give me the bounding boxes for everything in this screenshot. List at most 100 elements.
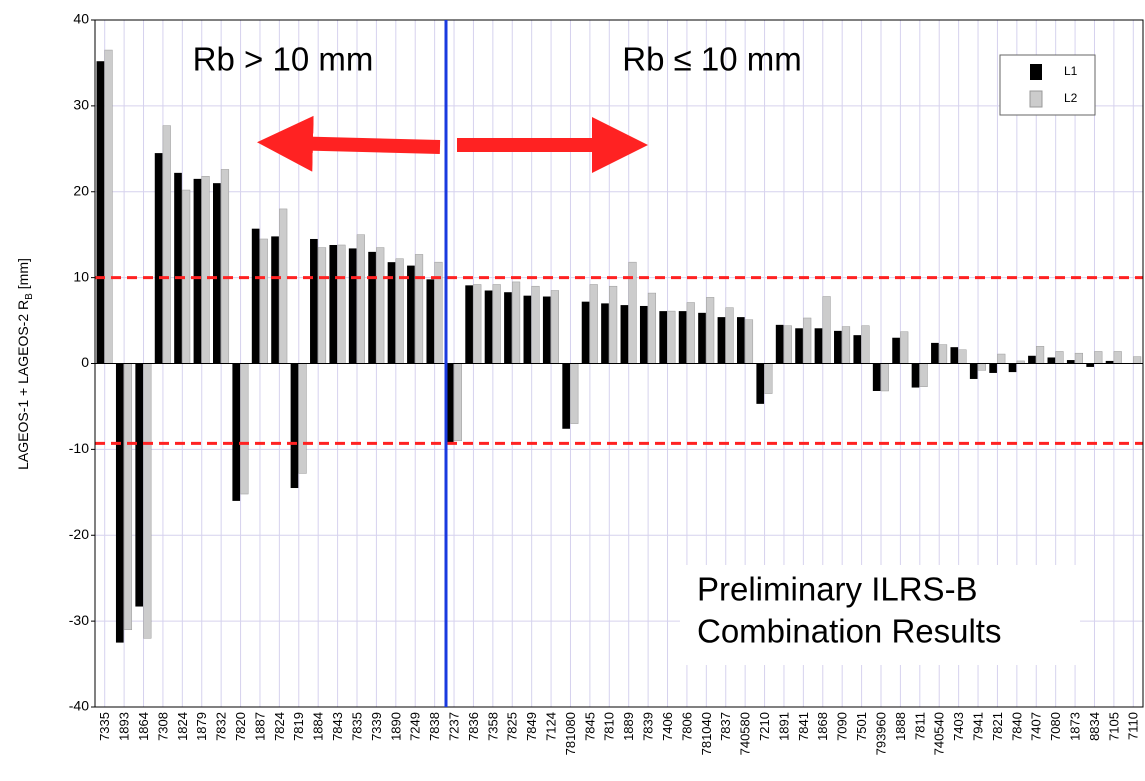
- bar: [725, 307, 734, 364]
- bar: [977, 363, 986, 371]
- bar: [919, 363, 928, 387]
- x-tick-label: 1824: [175, 712, 190, 741]
- y-tick-label: -10: [69, 440, 89, 456]
- legend-label: L2: [1064, 91, 1078, 105]
- x-tick-label: 7845: [582, 712, 597, 741]
- bar: [834, 330, 842, 364]
- y-tick-label: -40: [69, 698, 89, 714]
- x-tick-label: 7840: [1009, 712, 1024, 741]
- bar: [1047, 357, 1056, 364]
- bar: [1008, 363, 1017, 373]
- bar: [1074, 352, 1083, 364]
- bar: [201, 176, 210, 364]
- x-tick-label: 7124: [544, 712, 559, 741]
- bar: [958, 349, 967, 364]
- bar: [647, 292, 657, 364]
- bar: [620, 305, 629, 364]
- bar: [329, 244, 338, 364]
- x-tick-label: 7824: [272, 712, 287, 741]
- note-bg: [680, 565, 1080, 665]
- y-tick-label: 10: [73, 268, 89, 284]
- x-tick-label: 7339: [369, 712, 384, 741]
- bar: [589, 284, 598, 364]
- legend-label: L1: [1064, 64, 1078, 78]
- bar: [232, 363, 241, 501]
- bar: [356, 234, 365, 364]
- bar: [162, 125, 171, 364]
- bar: [795, 328, 803, 364]
- x-tick-label: 781040: [699, 712, 714, 755]
- bar: [581, 301, 590, 364]
- x-tick-label: 7810: [602, 712, 617, 741]
- bar: [892, 337, 900, 364]
- x-tick-label: 1890: [388, 712, 403, 741]
- legend-swatch: [1029, 90, 1043, 108]
- y-tick-label: 30: [73, 97, 89, 113]
- bar: [317, 247, 327, 364]
- x-tick-label: 7843: [330, 712, 345, 741]
- x-tick-label: 781080: [563, 712, 578, 755]
- bar: [841, 326, 851, 364]
- bar: [290, 363, 299, 489]
- bar: [744, 319, 754, 364]
- bar: [872, 363, 881, 391]
- annotation: Preliminary ILRS-B: [697, 571, 978, 608]
- x-tick-label: 7308: [155, 712, 170, 741]
- bar: [531, 285, 540, 364]
- bar: [1094, 351, 1103, 364]
- x-tick-label: 7403: [951, 712, 966, 741]
- x-tick-label: 7237: [446, 712, 461, 741]
- x-tick-label: 7406: [660, 712, 675, 741]
- bar: [337, 244, 346, 364]
- bar: [174, 172, 182, 364]
- annotation: Combination Results: [697, 613, 1001, 650]
- x-tick-label: 1873: [1068, 712, 1083, 741]
- bar: [911, 363, 920, 388]
- bar: [717, 317, 726, 364]
- y-axis-label: LAGEOS-1 + LAGEOS-2 RB [mm]: [15, 258, 35, 470]
- bar: [1133, 356, 1142, 364]
- bar: [492, 284, 501, 364]
- bar: [484, 290, 493, 364]
- x-tick-label: 7249: [408, 712, 423, 741]
- bar: [609, 285, 618, 364]
- bar: [756, 363, 765, 404]
- bar: [523, 295, 532, 364]
- y-tick-label: 20: [73, 182, 89, 198]
- x-tick-label: 1864: [136, 712, 151, 741]
- x-tick-label: 7501: [854, 712, 869, 741]
- x-tick-label: 7090: [835, 712, 850, 741]
- bar: [736, 317, 745, 364]
- legend: L1 L2: [999, 54, 1096, 116]
- bar: [298, 363, 307, 474]
- bar: [1113, 351, 1122, 364]
- y-tick-label: 40: [73, 11, 89, 27]
- x-tick-label: 7080: [1048, 712, 1063, 741]
- bar: [1066, 360, 1075, 364]
- x-tick-label: 7358: [485, 712, 500, 741]
- x-tick-label: 7821: [990, 712, 1005, 741]
- bar: [1036, 346, 1045, 364]
- x-tick-label: 7841: [796, 712, 811, 741]
- x-tick-label: 1887: [252, 712, 267, 741]
- x-tick-label: 1868: [815, 712, 830, 741]
- bar: [570, 363, 579, 424]
- y-tick-label: -20: [69, 526, 89, 542]
- bar: [387, 262, 396, 364]
- bar: [376, 247, 385, 364]
- x-tick-label: 1884: [311, 712, 326, 741]
- bar: [368, 251, 376, 364]
- bar: [1028, 355, 1036, 364]
- x-tick-label: 7407: [1029, 712, 1044, 741]
- bar: [601, 303, 609, 364]
- x-tick-label: 7839: [641, 712, 656, 741]
- bar: [803, 317, 812, 364]
- bar: [775, 324, 784, 364]
- y-label-sub: B: [24, 293, 35, 300]
- bar: [259, 238, 268, 364]
- x-tick-label: 1891: [776, 712, 791, 741]
- bar: [989, 363, 997, 373]
- marks: [95, 49, 1143, 643]
- x-tick-label: 1888: [893, 712, 908, 741]
- y-label-main: LAGEOS-1 + LAGEOS-2 R: [15, 300, 31, 470]
